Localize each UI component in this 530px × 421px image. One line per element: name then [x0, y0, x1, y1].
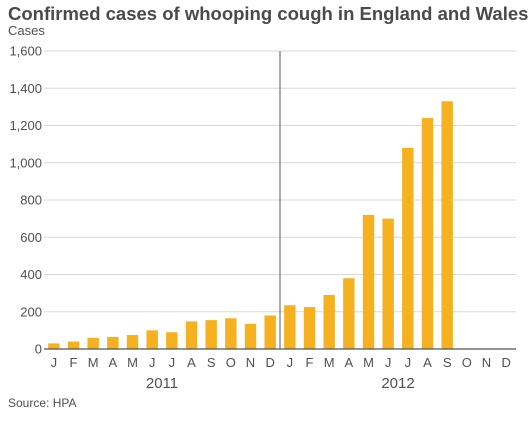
x-tick-label: J — [51, 355, 58, 370]
year-label: 2012 — [381, 375, 414, 392]
y-tick-label: 800 — [20, 193, 42, 208]
bar — [107, 336, 119, 349]
x-tick-label: J — [405, 355, 412, 370]
y-tick-label: 1,200 — [9, 118, 42, 133]
x-tick-label: M — [88, 355, 99, 370]
bar — [185, 321, 198, 349]
bar — [284, 305, 296, 349]
x-tick-label: J — [149, 355, 156, 370]
bar — [264, 315, 276, 349]
bar — [382, 218, 394, 349]
x-tick-label: F — [70, 355, 78, 370]
y-tick-labels: 0 200 400 600 800 1,000 1,200 1,400 1,600 — [9, 44, 42, 357]
x-tick-label: N — [246, 355, 255, 370]
year-labels: 2011 2012 — [146, 375, 415, 392]
x-tick-label: J — [385, 355, 392, 370]
bar — [303, 307, 316, 349]
x-tick-label: A — [344, 355, 353, 370]
x-tick-label: S — [443, 355, 452, 370]
x-tick-label: M — [363, 355, 374, 370]
y-tick-label: 1,600 — [9, 44, 42, 59]
x-tick-label: D — [501, 355, 510, 370]
y-axis-label: Cases — [8, 23, 45, 38]
x-tick-label: J — [287, 355, 294, 370]
y-tick-label: 600 — [20, 230, 42, 245]
x-tick-label: J — [169, 355, 176, 370]
chart-title: Confirmed cases of whooping cough in Eng… — [8, 3, 528, 24]
x-tick-label: A — [423, 355, 432, 370]
y-tick-label: 1,000 — [9, 155, 42, 170]
y-tick-label: 200 — [20, 304, 42, 319]
year-label: 2011 — [146, 375, 178, 392]
x-tick-label: O — [226, 355, 236, 370]
x-tick-label: S — [207, 355, 216, 370]
x-tick-label: D — [265, 355, 274, 370]
bar — [244, 323, 257, 349]
bar — [225, 318, 237, 349]
y-tick-label: 1,400 — [9, 81, 42, 96]
y-tick-label: 400 — [20, 267, 42, 282]
x-tick-label: F — [306, 355, 314, 370]
bar — [441, 101, 453, 349]
y-tick-label: 0 — [35, 342, 42, 357]
bar — [87, 337, 99, 349]
bar — [67, 341, 80, 349]
x-tick-label: N — [482, 355, 491, 370]
bar — [362, 214, 375, 349]
bar — [343, 278, 355, 349]
bar — [205, 320, 217, 349]
x-tick-label: O — [462, 355, 472, 370]
x-tick-label: M — [127, 355, 138, 370]
bar — [48, 343, 60, 349]
source-note: Source: HPA — [8, 396, 76, 410]
bars — [48, 101, 453, 349]
bar — [421, 118, 434, 349]
bar — [146, 330, 158, 349]
x-tick-label: A — [108, 355, 117, 370]
bar — [166, 332, 178, 349]
bar — [402, 147, 414, 349]
x-tick-label: A — [187, 355, 196, 370]
bar — [126, 335, 139, 349]
x-tick-label: M — [324, 355, 335, 370]
bar — [323, 294, 335, 349]
